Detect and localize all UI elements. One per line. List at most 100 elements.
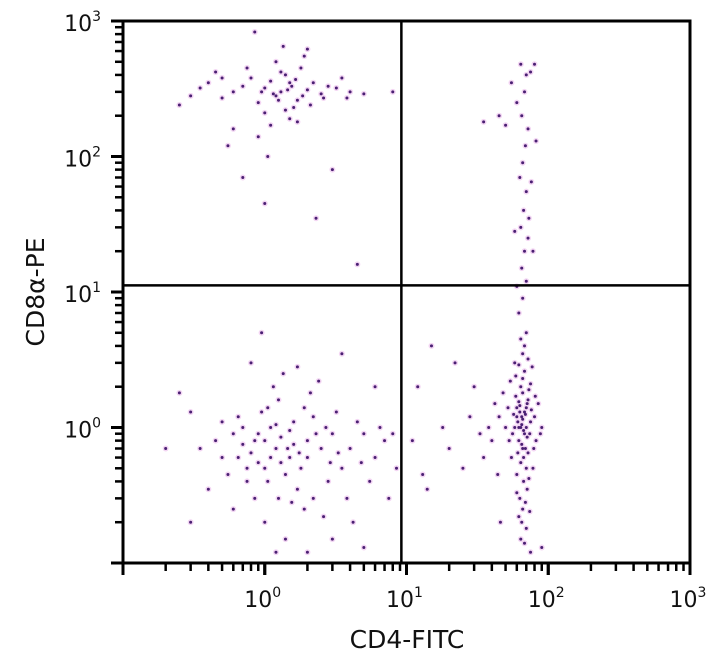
data-point bbox=[328, 461, 332, 465]
data-point bbox=[271, 385, 275, 389]
data-point bbox=[517, 363, 521, 367]
data-point bbox=[177, 391, 181, 395]
data-point bbox=[515, 406, 519, 410]
data-point bbox=[501, 391, 505, 395]
data-point bbox=[274, 446, 278, 450]
data-point bbox=[292, 420, 296, 424]
data-point bbox=[394, 466, 398, 470]
data-point bbox=[521, 296, 525, 300]
data-point bbox=[305, 88, 309, 92]
data-point bbox=[362, 432, 366, 436]
data-point bbox=[206, 487, 210, 491]
data-point bbox=[340, 466, 344, 470]
data-point bbox=[522, 456, 526, 460]
data-point bbox=[514, 374, 518, 378]
data-point bbox=[529, 408, 533, 412]
data-point bbox=[524, 526, 528, 530]
data-point bbox=[373, 456, 377, 460]
data-point bbox=[245, 479, 249, 483]
data-point bbox=[514, 394, 518, 398]
data-point bbox=[295, 120, 299, 124]
data-point bbox=[322, 96, 326, 100]
data-point bbox=[519, 385, 523, 389]
data-point bbox=[523, 410, 527, 414]
data-point bbox=[351, 520, 355, 524]
data-point bbox=[524, 190, 528, 194]
data-point bbox=[330, 168, 334, 172]
data-point bbox=[540, 546, 544, 550]
data-point bbox=[269, 426, 273, 429]
data-point bbox=[441, 426, 445, 429]
data-point bbox=[326, 84, 330, 88]
data-point bbox=[164, 446, 168, 450]
data-point bbox=[256, 101, 260, 105]
data-point bbox=[518, 410, 522, 414]
data-point bbox=[288, 81, 292, 85]
data-point bbox=[336, 451, 340, 455]
data-point bbox=[523, 144, 527, 148]
data-point bbox=[519, 225, 523, 229]
data-point bbox=[515, 491, 519, 495]
data-point bbox=[220, 456, 224, 460]
data-point bbox=[314, 432, 318, 436]
data-point bbox=[253, 496, 257, 500]
data-point bbox=[518, 496, 522, 500]
data-point bbox=[521, 352, 525, 356]
data-point bbox=[299, 66, 303, 70]
data-point bbox=[507, 439, 511, 443]
data-point bbox=[520, 442, 524, 446]
data-point bbox=[519, 62, 523, 66]
data-point bbox=[527, 477, 531, 481]
data-point bbox=[519, 461, 523, 465]
data-point bbox=[299, 466, 303, 470]
plot-frame bbox=[121, 19, 692, 565]
data-point bbox=[245, 66, 249, 70]
data-point bbox=[447, 446, 451, 450]
data-point bbox=[292, 442, 296, 446]
data-point bbox=[359, 461, 363, 465]
data-point bbox=[231, 432, 235, 436]
data-point bbox=[214, 439, 218, 443]
data-point bbox=[482, 456, 486, 460]
y-tick-label: 100 bbox=[64, 416, 101, 444]
data-point bbox=[523, 249, 527, 253]
data-point bbox=[521, 446, 525, 450]
data-point bbox=[322, 515, 326, 519]
data-point bbox=[281, 372, 285, 376]
data-point bbox=[526, 127, 530, 131]
data-point bbox=[276, 398, 280, 402]
data-point bbox=[324, 426, 328, 429]
data-point bbox=[279, 70, 283, 74]
data-point bbox=[513, 229, 517, 233]
data-point bbox=[530, 365, 534, 369]
data-point bbox=[326, 479, 330, 483]
data-point bbox=[348, 90, 352, 94]
data-point bbox=[531, 249, 535, 253]
data-point bbox=[355, 262, 359, 266]
data-point bbox=[340, 76, 344, 80]
data-point bbox=[279, 435, 283, 439]
data-point bbox=[266, 479, 270, 483]
data-point bbox=[487, 426, 491, 429]
data-point bbox=[311, 415, 315, 419]
data-point bbox=[521, 376, 525, 380]
data-point bbox=[288, 456, 292, 460]
data-point bbox=[348, 446, 352, 450]
data-point bbox=[528, 432, 532, 436]
data-point bbox=[189, 410, 193, 414]
data-point bbox=[528, 509, 532, 513]
data-point bbox=[317, 379, 321, 383]
data-point bbox=[526, 451, 530, 455]
data-point bbox=[334, 410, 338, 414]
data-point bbox=[529, 550, 533, 554]
data-point bbox=[517, 515, 521, 519]
data-point bbox=[529, 382, 533, 386]
data-point bbox=[295, 98, 299, 102]
data-point bbox=[314, 216, 318, 220]
data-point bbox=[522, 479, 526, 483]
data-point bbox=[302, 54, 306, 58]
data-point bbox=[534, 139, 538, 143]
data-point bbox=[276, 496, 280, 500]
data-point bbox=[253, 439, 257, 443]
data-point bbox=[330, 432, 334, 436]
